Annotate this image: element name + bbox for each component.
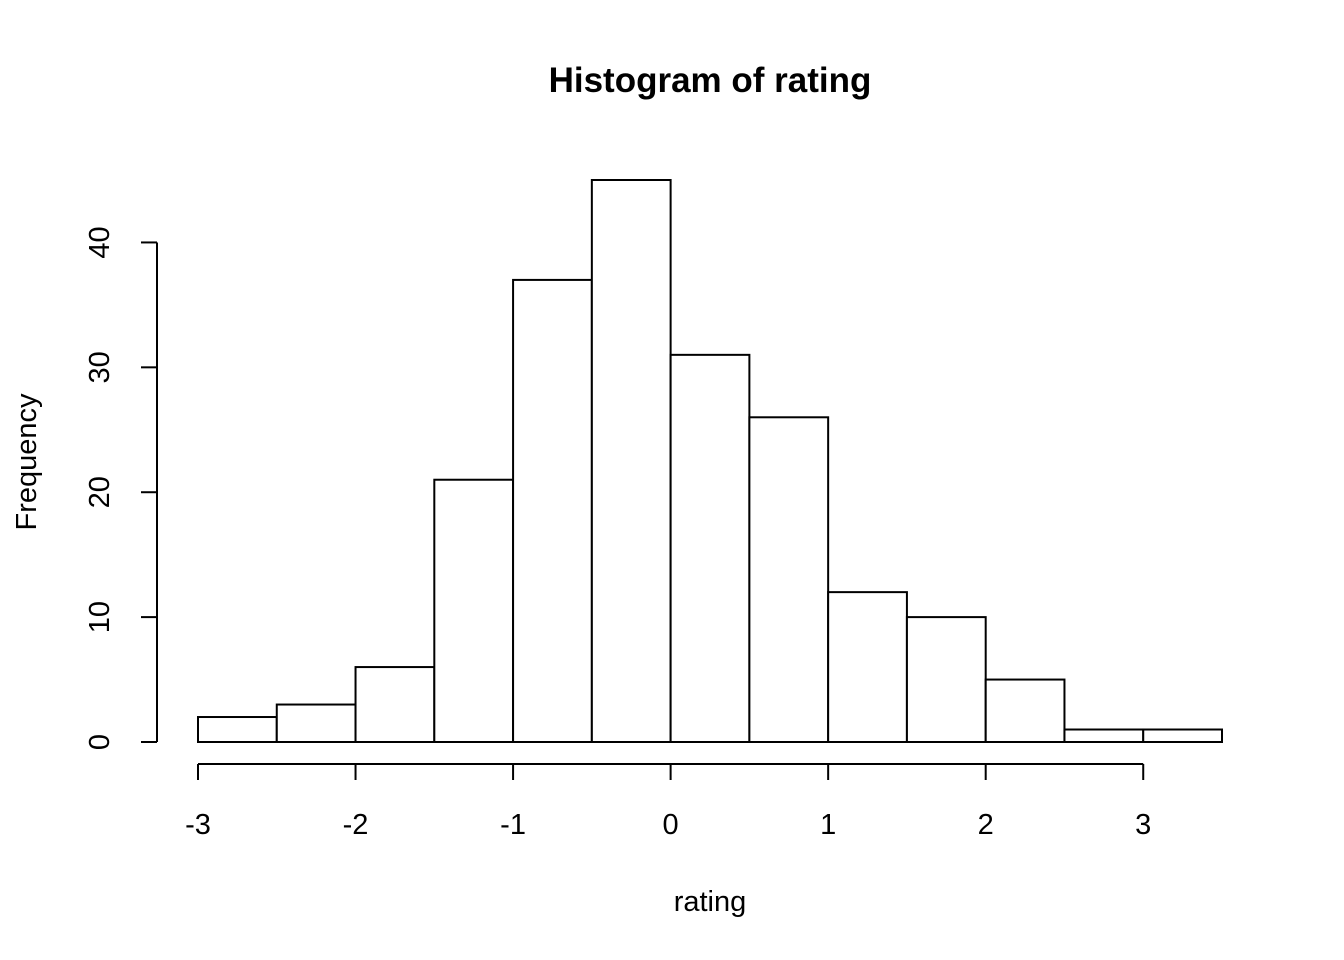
y-tick-label: 30	[84, 351, 116, 383]
y-axis: 0 10 20 30 40	[84, 226, 158, 750]
x-tick-label: 0	[663, 809, 679, 841]
histogram-bar	[905, 616, 987, 743]
histogram-bar	[275, 703, 357, 743]
histogram-bar	[984, 678, 1066, 743]
histogram-bar	[512, 278, 593, 743]
y-axis-title: Frequency	[11, 393, 43, 531]
x-tick-label: -1	[500, 809, 526, 841]
y-tick-label: 0	[84, 734, 116, 750]
histogram-bar	[354, 666, 436, 743]
histogram-bar	[197, 716, 278, 743]
x-tick-label: -3	[185, 809, 211, 841]
histogram-bar	[748, 416, 830, 743]
histogram-bars	[197, 179, 1223, 744]
x-axis-title: rating	[674, 886, 747, 918]
histogram-bar	[669, 353, 751, 743]
x-tick-label: 3	[1135, 809, 1151, 841]
y-tick-label: 40	[84, 226, 116, 258]
chart-title: Histogram of rating	[549, 61, 872, 100]
x-axis: -3 -2 -1 0 1 2 3	[185, 763, 1151, 841]
histogram-bar	[827, 591, 908, 744]
y-tick-label: 20	[84, 476, 116, 508]
y-tick-label: 10	[84, 601, 116, 633]
histogram-bar	[433, 478, 515, 743]
histogram-bar	[590, 179, 672, 743]
x-tick-label: 2	[978, 809, 994, 841]
x-tick-label: -2	[343, 809, 369, 841]
histogram-bar	[1063, 728, 1145, 743]
x-tick-label: 1	[820, 809, 836, 841]
histogram-bar	[1142, 728, 1223, 743]
